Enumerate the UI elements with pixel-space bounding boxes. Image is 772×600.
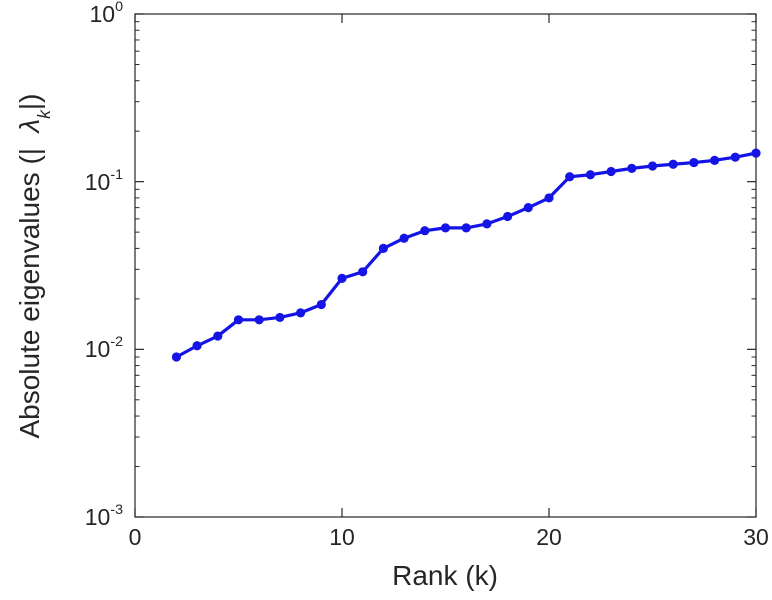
data-point bbox=[296, 308, 306, 318]
data-point bbox=[192, 341, 202, 351]
data-point bbox=[378, 243, 388, 253]
data-point bbox=[337, 273, 347, 283]
data-point bbox=[544, 193, 554, 203]
data-point bbox=[213, 331, 223, 341]
y-tick-label: 10-3 bbox=[84, 502, 123, 530]
lambda-symbol: λk bbox=[14, 110, 54, 133]
y-tick-label: 100 bbox=[89, 0, 123, 27]
data-point bbox=[358, 267, 368, 277]
data-point bbox=[171, 352, 181, 362]
data-point bbox=[461, 223, 471, 233]
x-tick-label: 10 bbox=[329, 524, 355, 550]
data-point bbox=[585, 170, 596, 180]
y-tick-label: 10-1 bbox=[84, 166, 123, 195]
data-point bbox=[503, 211, 513, 222]
data-line bbox=[174, 151, 758, 359]
data-point bbox=[440, 223, 451, 233]
data-point bbox=[233, 315, 244, 325]
data-point bbox=[689, 157, 699, 168]
data-point bbox=[420, 226, 430, 236]
x-tick-label: 0 bbox=[128, 524, 142, 550]
data-point bbox=[275, 312, 285, 323]
data-point bbox=[751, 148, 761, 158]
data-point bbox=[399, 233, 409, 243]
data-point bbox=[482, 219, 492, 229]
x-tick-label: 20 bbox=[536, 524, 562, 550]
data-point bbox=[668, 159, 678, 169]
axis-box bbox=[134, 13, 757, 518]
data-point bbox=[565, 172, 575, 182]
y-axis-label-suffix: |) bbox=[14, 93, 45, 111]
data-point bbox=[647, 161, 658, 171]
y-axis-label-text: Absolute eigenvalues (| bbox=[14, 147, 45, 439]
y-tick-label: 10-2 bbox=[84, 334, 123, 363]
data-point bbox=[627, 163, 637, 173]
data-point bbox=[523, 203, 533, 213]
data-point bbox=[710, 155, 720, 165]
data-point bbox=[316, 299, 326, 310]
x-tick-label: 30 bbox=[743, 524, 769, 550]
data-point bbox=[254, 315, 264, 325]
data-point bbox=[730, 152, 740, 162]
y-axis-label: Absolute eigenvalues (| λk|) bbox=[14, 0, 54, 566]
x-axis-label: Rank (k) bbox=[392, 560, 498, 591]
data-point bbox=[606, 166, 616, 177]
